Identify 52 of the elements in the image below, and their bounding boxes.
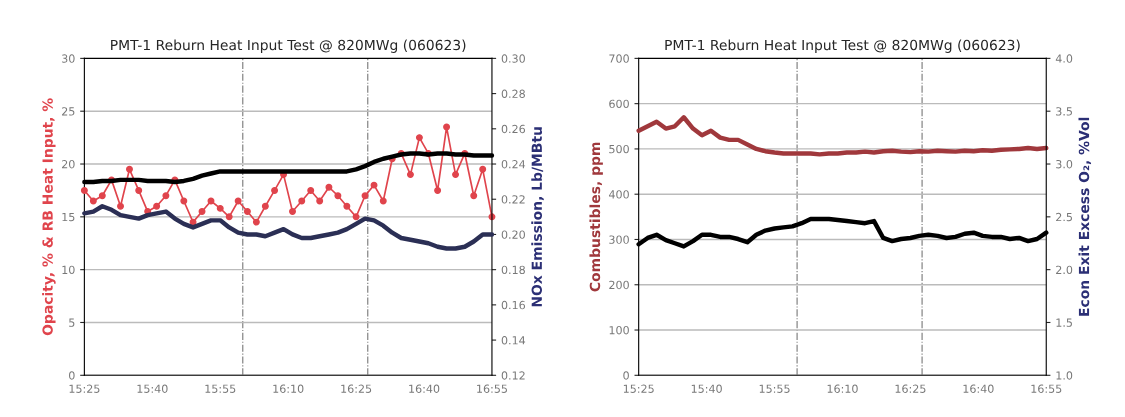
y2-tick-label: 0.30 — [501, 54, 525, 63]
x-tick-label: 15:25 — [69, 384, 100, 393]
y2-tick-label: 3.5 — [1056, 107, 1072, 116]
y-axis-title: Combustibles, ppm — [589, 142, 603, 292]
y-tick-label: 100 — [609, 326, 629, 335]
y-tick-label: 30 — [62, 54, 75, 63]
y-tick-label: 500 — [609, 144, 629, 154]
x-tick-label: 15:40 — [137, 384, 168, 393]
chart-title: PMT-1 Reburn Heat Input Test @ 820MWg (060623) — [111, 39, 466, 53]
x-tick-label: 16:55 — [1031, 384, 1062, 393]
y-axis-title: Opacity, % & RB Heat Input, % — [42, 98, 56, 336]
y-tick-label: 10 — [62, 265, 75, 275]
y-tick-label: 0 — [623, 371, 629, 380]
x-tick-label: 16:10 — [273, 384, 304, 393]
y-tick-label: 15 — [62, 212, 75, 222]
y-tick-label: 400 — [608, 190, 629, 199]
y2-tick-label: 2.5 — [1056, 212, 1072, 222]
y2-tick-label: 0.12 — [501, 371, 525, 380]
y-tick-label: 20 — [62, 159, 75, 169]
x-tick-label: 15:40 — [691, 384, 722, 393]
x-tick-label: 16:25 — [341, 384, 372, 393]
y2-tick-label: 0.22 — [501, 195, 525, 204]
y2-tick-label: 0.16 — [501, 300, 526, 310]
x-tick-label: 16:10 — [827, 384, 858, 393]
x-tick-label: 15:55 — [759, 384, 790, 393]
y2-tick-label: 0.28 — [501, 89, 525, 98]
y-tick-label: 25 — [62, 107, 75, 116]
x-tick-label: 16:40 — [963, 384, 994, 393]
x-tick-label: 16:40 — [409, 384, 440, 393]
y2-tick-label: 4.0 — [1055, 54, 1073, 63]
x-tick-label: 16:55 — [477, 384, 507, 393]
y-tick-label: 5 — [69, 318, 75, 327]
y2-tick-label: 0.20 — [501, 230, 525, 239]
y-tick-label: 200 — [609, 280, 629, 290]
y2-axis-title: NOx Emission, Lb/MBtu — [531, 127, 544, 307]
y-tick-label: 0 — [69, 371, 75, 380]
y-tick-label: 600 — [609, 99, 629, 109]
y-tick-label: 700 — [609, 54, 629, 63]
x-tick-label: 16:25 — [895, 384, 926, 393]
x-tick-label: 15:25 — [623, 384, 654, 393]
y2-tick-label: 1.5 — [1056, 318, 1072, 327]
y2-tick-label: 3.0 — [1056, 159, 1073, 169]
y2-tick-label: 0.24 — [501, 159, 526, 169]
chart-title: PMT-1 Reburn Heat Input Test @ 820MWg (060623) — [665, 39, 1020, 53]
y2-tick-label: 0.14 — [501, 336, 526, 345]
x-tick-label: 15:55 — [205, 384, 236, 393]
y-tick-label: 300 — [609, 235, 629, 244]
y2-tick-label: 2.0 — [1056, 265, 1073, 275]
y2-tick-label: 0.26 — [501, 124, 526, 134]
y2-tick-label: 1.0 — [1056, 371, 1073, 380]
y2-axis-title: Econ Exit Excess O₂, %Vol — [1078, 117, 1092, 316]
y2-tick-label: 0.18 — [501, 265, 525, 275]
